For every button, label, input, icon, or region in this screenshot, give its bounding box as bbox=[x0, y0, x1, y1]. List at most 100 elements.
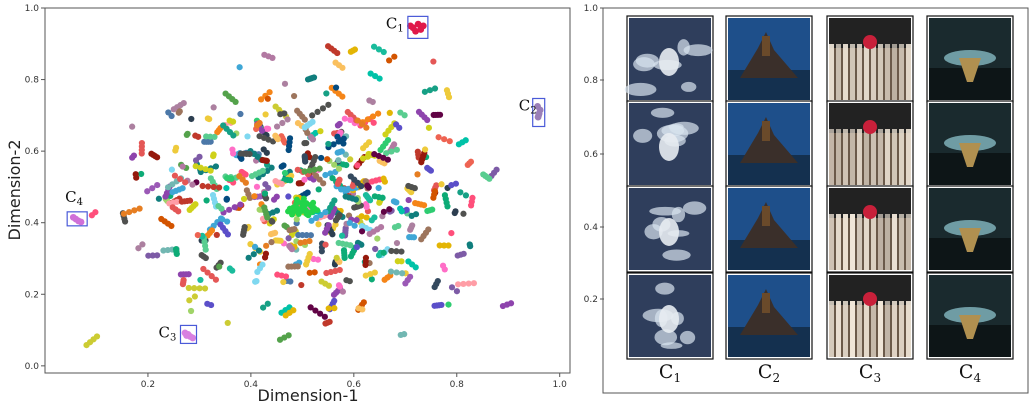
thumbnail-shape bbox=[659, 218, 679, 246]
scatter-point bbox=[258, 96, 265, 103]
scatter-point bbox=[326, 318, 333, 325]
thumbnail-shape bbox=[878, 214, 883, 270]
scatter-point bbox=[269, 218, 276, 225]
scatter-point bbox=[467, 243, 474, 250]
scatter-point bbox=[317, 310, 324, 317]
scatter-point bbox=[209, 191, 217, 199]
thumbnail-shape bbox=[906, 129, 911, 185]
scatter-point bbox=[158, 215, 165, 223]
scatter-point bbox=[205, 183, 212, 190]
scatter-point bbox=[237, 201, 244, 208]
scatter-point bbox=[204, 269, 211, 276]
thumbnail-shape bbox=[857, 301, 862, 357]
thumbnail-shape bbox=[885, 129, 890, 185]
scatter-point bbox=[176, 175, 184, 183]
scatter-point bbox=[281, 169, 289, 177]
scatter-point bbox=[138, 150, 145, 157]
scatter-point bbox=[179, 163, 186, 170]
cluster-label-c2: C2 bbox=[519, 96, 537, 116]
scatter-point bbox=[457, 189, 464, 196]
scatter-point bbox=[460, 280, 467, 288]
thumbnail-shape bbox=[864, 214, 869, 270]
column-label-c2: C2 bbox=[758, 361, 780, 385]
scatter-point bbox=[460, 250, 467, 257]
scatter-point bbox=[363, 214, 370, 221]
thumbnail-shape bbox=[843, 301, 848, 357]
scatter-point bbox=[272, 178, 279, 185]
scatter-point bbox=[240, 195, 248, 203]
scatter-point bbox=[301, 168, 308, 175]
scatter-point bbox=[241, 223, 248, 231]
scatter-point bbox=[358, 121, 366, 128]
cluster-box-c1 bbox=[407, 15, 429, 39]
scatter-point bbox=[164, 184, 172, 191]
scatter-point bbox=[188, 115, 195, 123]
scatter-point bbox=[264, 95, 271, 102]
scatter-point bbox=[165, 109, 172, 116]
scatter-point bbox=[315, 221, 322, 228]
scatter-point bbox=[354, 162, 361, 169]
thumbnail-shape bbox=[878, 301, 883, 357]
cluster-point-c3 bbox=[189, 334, 197, 342]
scatter-point bbox=[375, 184, 382, 192]
thumbnail-shape bbox=[677, 39, 690, 56]
scatter-point bbox=[335, 282, 343, 289]
thumbnail-shape bbox=[762, 121, 770, 141]
scatter-point bbox=[370, 43, 378, 50]
scatter-point bbox=[334, 122, 342, 129]
scatter-point bbox=[455, 141, 463, 148]
scatter-point bbox=[371, 193, 378, 200]
scatter-point bbox=[171, 172, 179, 179]
scatter-point bbox=[126, 208, 133, 216]
scatter-point bbox=[364, 116, 371, 123]
thumbnail-shape bbox=[878, 44, 883, 100]
thumbnail-shape bbox=[850, 44, 855, 100]
scatter-point bbox=[223, 185, 230, 192]
scatter-point bbox=[242, 171, 249, 178]
scatter-point bbox=[347, 116, 354, 123]
scatter-point bbox=[362, 261, 369, 269]
scatter-point bbox=[175, 109, 182, 116]
thumbnail-c1 bbox=[624, 15, 714, 103]
scatter-point bbox=[273, 123, 281, 130]
scatter-point bbox=[421, 88, 428, 95]
scatter-point bbox=[194, 232, 201, 239]
cluster-label-c3: C3 bbox=[159, 323, 177, 343]
scatter-point bbox=[319, 105, 327, 112]
thumbnail-shape bbox=[857, 129, 862, 185]
scatter-point bbox=[384, 136, 392, 144]
thumbnail-shape bbox=[843, 214, 848, 270]
scatter-point bbox=[262, 195, 270, 202]
scatter-point bbox=[186, 197, 194, 204]
scatter-point bbox=[425, 226, 432, 233]
thumbnail-shape bbox=[836, 301, 841, 357]
scatter-point bbox=[421, 146, 429, 153]
thumbnail-shape bbox=[836, 44, 841, 100]
scatter-point bbox=[393, 269, 400, 276]
scatter-point bbox=[210, 104, 217, 111]
scatter-point bbox=[351, 46, 359, 53]
thumbnail-shape bbox=[659, 305, 679, 333]
scatter-point bbox=[375, 46, 383, 53]
scatter-point bbox=[179, 185, 186, 192]
scatter-point bbox=[236, 64, 243, 71]
thumbnail-c3 bbox=[826, 272, 914, 360]
thumbnail-shape bbox=[681, 81, 697, 92]
scatter-point bbox=[431, 188, 439, 195]
scatter-point bbox=[263, 149, 270, 156]
scatter-point bbox=[408, 189, 415, 196]
thumbnail-c2 bbox=[725, 100, 813, 188]
scatter-point bbox=[358, 228, 366, 235]
scatter-point bbox=[329, 175, 336, 182]
scatter-point bbox=[132, 171, 139, 178]
thumbnail-shape bbox=[850, 301, 855, 357]
scatter-point bbox=[444, 203, 451, 210]
thumbnail-shape bbox=[655, 282, 675, 295]
scatter-point bbox=[285, 193, 292, 200]
thumbnail-shape bbox=[906, 301, 911, 357]
scatter-point bbox=[222, 90, 229, 97]
scatter-point bbox=[363, 124, 370, 131]
thumbnail-c3 bbox=[826, 100, 914, 188]
thumbnail-shape bbox=[863, 205, 877, 219]
thumbnail-shape bbox=[899, 44, 904, 100]
